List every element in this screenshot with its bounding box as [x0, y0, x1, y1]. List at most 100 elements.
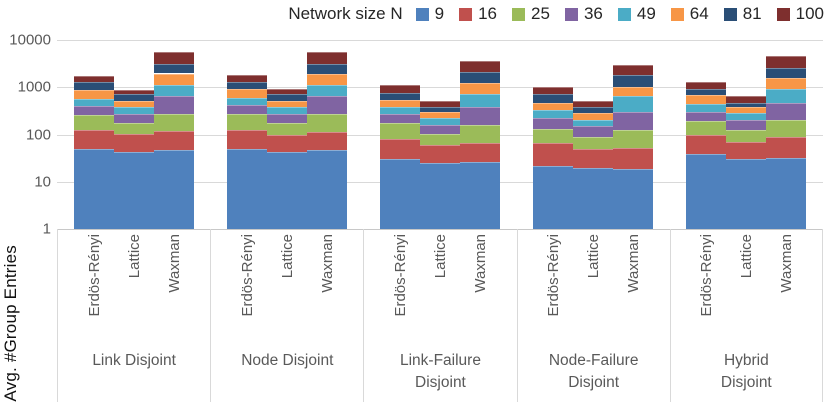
bar-segment-N64: [153, 73, 194, 85]
legend-swatch-icon: [670, 7, 684, 21]
legend-swatch-icon: [776, 7, 790, 21]
legend-item-label: 100: [795, 4, 824, 23]
group-label-line: Disjoint: [720, 374, 772, 391]
bar-segment-N9: [306, 150, 347, 229]
topology-label-column: Lattice: [420, 234, 460, 343]
bar-segment-N25: [573, 136, 614, 149]
topology-label: Waxman: [318, 234, 336, 293]
bar-segment-N81: [266, 94, 307, 102]
topology-label: Lattice: [737, 234, 755, 279]
topology-label-column: Erdös-Rényi: [227, 234, 267, 343]
y-tick-label: 10000: [9, 31, 51, 49]
bar-waxman: [459, 40, 500, 229]
topology-label: Waxman: [625, 234, 643, 293]
topology-label: Waxman: [777, 234, 795, 293]
gridline: [57, 40, 823, 41]
legend-swatch-icon: [459, 7, 473, 21]
bar-waxman: [153, 40, 194, 229]
group-label: Link-Failure Disjoint: [364, 350, 516, 394]
bar-segment-N49: [459, 94, 500, 107]
bar-segment-N36: [726, 119, 767, 130]
legend-title: Network size N: [288, 4, 403, 23]
bar-segment-N81: [613, 75, 654, 87]
legend-item: 9: [415, 4, 444, 24]
topology-label-column: Erdös-Rényi: [534, 234, 574, 343]
bar-erd-s-r-nyi: [533, 40, 574, 229]
bar-segment-N100: [613, 64, 654, 76]
bar-segment-N25: [766, 119, 807, 138]
bar-segment-N16: [573, 148, 614, 168]
bar-segment-N36: [686, 111, 727, 121]
bar-segment-N36: [113, 113, 154, 124]
topology-label: Lattice: [278, 234, 296, 279]
bar-segment-N25: [306, 114, 347, 133]
x-axis-group-cell: Erdös-Rényi Lattice Waxman Link-Failure Disj…: [363, 229, 516, 402]
bar-segment-N49: [306, 84, 347, 97]
bar-segment-N49: [573, 119, 614, 127]
bar-segment-N36: [766, 102, 807, 120]
bar-segment-N81: [306, 64, 347, 74]
legend-swatch-icon: [564, 7, 578, 21]
bar-segment-N9: [419, 162, 460, 229]
bar-segment-N36: [379, 114, 420, 124]
topology-label-column: Erdös-Rényi: [74, 234, 114, 343]
bar-segment-N9: [226, 149, 267, 229]
bar-segment-N49: [113, 106, 154, 114]
bar-segment-N25: [226, 114, 267, 130]
bar-segment-N16: [459, 142, 500, 163]
bar-segment-N9: [459, 162, 500, 229]
bar-segment-N16: [726, 141, 767, 160]
bar-segment-N25: [726, 129, 767, 142]
bar-segment-N81: [533, 94, 574, 103]
legend-swatch-icon: [415, 7, 429, 21]
legend-item-label: 16: [478, 4, 498, 23]
topology-label-column: Waxman: [766, 234, 806, 343]
x-axis: Erdös-Rényi Lattice Waxman Link Disjoint Erd…: [57, 229, 823, 402]
bar-segment-N49: [766, 89, 807, 103]
bar-lattice: [419, 40, 460, 229]
y-tick-label: 1000: [17, 78, 51, 96]
bar-segment-N49: [419, 118, 460, 125]
bar-segment-N81: [73, 81, 114, 90]
bar-segment-N100: [379, 85, 420, 94]
bar-segment-N100: [419, 100, 460, 107]
bar-segment-N36: [573, 126, 614, 137]
topology-label: Lattice: [431, 234, 449, 279]
bar-segment-N9: [686, 154, 727, 229]
bar-segment-N16: [686, 134, 727, 155]
bar-segment-N49: [533, 109, 574, 119]
topology-label: Erdös-Rényi: [391, 234, 409, 317]
bar-segment-N36: [459, 106, 500, 125]
bar-segment-N16: [153, 131, 194, 151]
topology-label-column: Waxman: [154, 234, 194, 343]
bar-segment-N49: [226, 97, 267, 105]
group-label-line: Node-Failure: [548, 352, 639, 369]
bar-segment-N81: [419, 106, 460, 112]
topology-label: Erdös-Rényi: [238, 234, 256, 317]
bar-segment-N81: [686, 89, 727, 96]
bar-segment-N100: [686, 81, 727, 90]
bar-segment-N100: [573, 101, 614, 108]
legend-item: 25: [512, 4, 550, 24]
topology-label: Erdös-Rényi: [545, 234, 563, 317]
topology-labels: Erdös-Rényi Lattice Waxman: [58, 229, 210, 343]
bar-segment-N36: [613, 111, 654, 130]
bar-segment-N36: [153, 95, 194, 115]
bar-segment-N16: [419, 145, 460, 163]
group-label-line: Node Disjoint: [241, 352, 334, 369]
bar-segment-N64: [73, 90, 114, 99]
group-label-line: Link Disjoint: [92, 352, 176, 369]
bar-group: [210, 40, 363, 229]
topology-label: Lattice: [125, 234, 143, 279]
bar-segment-N9: [726, 159, 767, 229]
topology-label-column: Waxman: [460, 234, 500, 343]
bar-segment-N25: [533, 128, 574, 144]
topology-label: Waxman: [471, 234, 489, 293]
x-axis-group-cell: Erdös-Rényi Lattice Waxman Node-Failure Disj…: [516, 229, 670, 402]
bar-segment-N81: [153, 64, 194, 74]
bar-segment-N81: [379, 93, 420, 101]
bar-group: [363, 40, 516, 229]
bar-lattice: [573, 40, 614, 229]
bar-segment-N25: [686, 120, 727, 135]
